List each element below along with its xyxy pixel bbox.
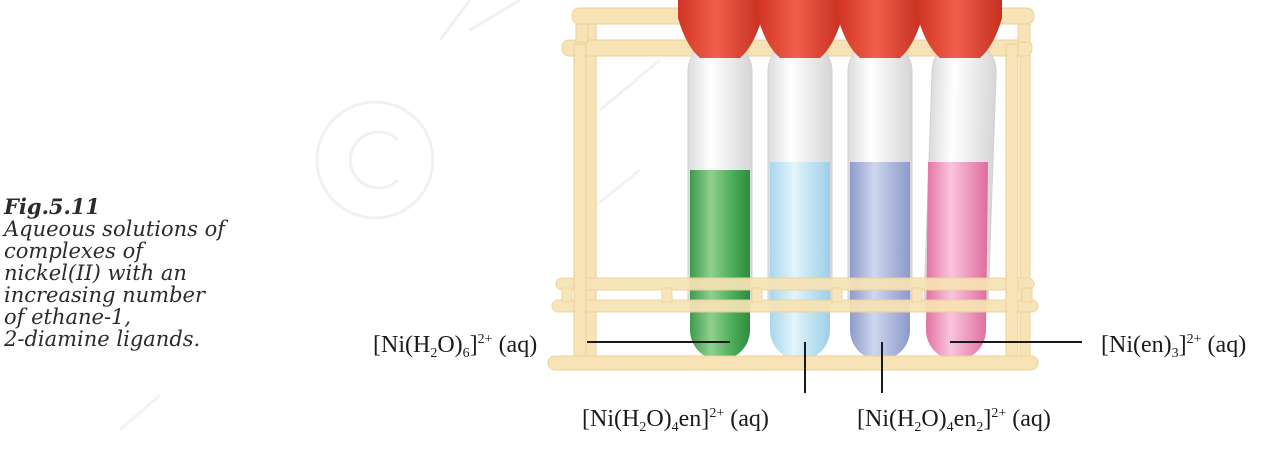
test-tubes: [678, 0, 1002, 360]
label-4-part: ]: [1178, 332, 1187, 358]
label-1-part: ]: [469, 332, 478, 358]
rack-middle-shelf: [551, 277, 1039, 313]
label-3-charge: 2+: [991, 406, 1007, 421]
caption-line-6: 2-diamine ligands.: [4, 327, 201, 351]
rack-post-right-front: [1005, 43, 1019, 363]
shelf-rail-back: [555, 277, 1035, 291]
caption-line-1: Aqueous solutions of: [4, 217, 226, 241]
label-tube-4: [Ni(en)3]2+ (aq): [1101, 326, 1246, 368]
leader-lines: [587, 341, 1082, 393]
copyright-watermark-icon: [315, 100, 435, 220]
label-1-sub: 2: [430, 346, 438, 361]
watermark-strokes: [438, 0, 521, 41]
shelf-joint-5: [911, 287, 923, 303]
caption-line-4: increasing number: [4, 283, 205, 307]
tube-4-stopper: [918, 0, 1002, 58]
label-1-part: [Ni(H: [373, 332, 431, 358]
watermark-strokes-2: [119, 58, 661, 432]
label-tube-1: [Ni(H2O)6]2+ (aq): [373, 326, 537, 368]
label-3-sub: 4: [946, 420, 954, 435]
label-3-sub: 2: [976, 420, 984, 435]
label-1-part: O): [437, 332, 463, 358]
label-4-part: [Ni(en): [1101, 332, 1172, 358]
label-2-part: en]: [678, 406, 710, 432]
shelf-joint-4: [831, 287, 843, 303]
label-1-sub: 6: [462, 346, 470, 361]
figure-number: Fig.5.11: [4, 194, 101, 219]
label-1-charge: 2+: [477, 332, 493, 347]
caption-line-3: nickel(II) with an: [4, 261, 187, 285]
label-tube-3: [Ni(H2O)4en2]2+ (aq): [857, 400, 1051, 442]
rack-front: [547, 43, 1039, 371]
label-4-state: (aq): [1201, 332, 1247, 358]
watermark: [119, 0, 661, 432]
label-3-state: (aq): [1006, 406, 1051, 432]
label-2-charge: 2+: [709, 406, 725, 421]
label-2-sub: 4: [671, 420, 679, 435]
tube-1-solution: [690, 170, 750, 360]
label-2-part: O): [646, 406, 672, 432]
label-3-part: O): [921, 406, 947, 432]
shelf-joint-1: [561, 287, 573, 303]
label-3-part: ]: [983, 406, 992, 432]
shelf-joint-6: [1021, 287, 1033, 303]
rack-base: [547, 355, 1039, 371]
label-2-sub: 2: [639, 420, 647, 435]
label-3-part: [Ni(H: [857, 406, 915, 432]
label-2-state: (aq): [724, 406, 769, 432]
label-3-sub: 2: [914, 420, 922, 435]
label-4-sub: 3: [1171, 346, 1179, 361]
shelf-rail-front: [551, 299, 1039, 313]
caption-line-2: complexes of: [4, 239, 144, 263]
tube-2-stopper: [758, 0, 842, 58]
label-tube-2: [Ni(H2O)4en]2+ (aq): [582, 400, 769, 442]
tube-1-stopper: [678, 0, 762, 58]
rack-post-left-front: [573, 43, 587, 363]
figure-caption: Fig.5.11 Aqueous solutions of complexes …: [4, 194, 264, 351]
copyright-watermark-c: [348, 130, 400, 190]
rack-top-joint-right: [1017, 23, 1031, 43]
label-4-charge: 2+: [1186, 332, 1202, 347]
tube-4-solution: [926, 162, 988, 360]
label-2-part: [Ni(H: [582, 406, 640, 432]
tube-3-stopper: [838, 0, 922, 58]
caption-line-5: of ethane-1,: [4, 305, 132, 329]
tube-2-solution: [770, 162, 830, 360]
shelf-joint-2: [661, 287, 673, 303]
shelf-joint-3: [751, 287, 763, 303]
tube-3-solution: [850, 162, 910, 360]
label-1-state: (aq): [492, 332, 538, 358]
label-3-part: en: [953, 406, 977, 432]
rack-top-joint-left: [575, 23, 589, 43]
